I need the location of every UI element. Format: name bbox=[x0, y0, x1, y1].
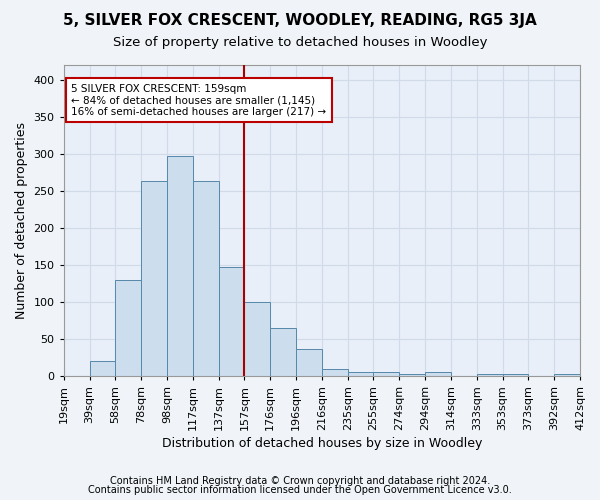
Bar bbox=[270, 328, 296, 376]
Bar bbox=[193, 181, 218, 376]
Bar bbox=[141, 181, 167, 376]
Bar bbox=[503, 374, 529, 376]
Y-axis label: Number of detached properties: Number of detached properties bbox=[15, 122, 28, 319]
Text: 5 SILVER FOX CRESCENT: 159sqm
← 84% of detached houses are smaller (1,145)
16% o: 5 SILVER FOX CRESCENT: 159sqm ← 84% of d… bbox=[71, 84, 326, 116]
Bar bbox=[554, 374, 580, 376]
Text: Contains HM Land Registry data © Crown copyright and database right 2024.: Contains HM Land Registry data © Crown c… bbox=[110, 476, 490, 486]
X-axis label: Distribution of detached houses by size in Woodley: Distribution of detached houses by size … bbox=[161, 437, 482, 450]
Bar bbox=[425, 372, 451, 376]
Bar bbox=[218, 267, 244, 376]
Bar bbox=[244, 302, 270, 376]
Bar bbox=[399, 374, 425, 376]
Bar bbox=[89, 361, 115, 376]
Bar bbox=[477, 374, 503, 376]
Bar bbox=[115, 280, 141, 376]
Bar bbox=[296, 348, 322, 376]
Text: Contains public sector information licensed under the Open Government Licence v3: Contains public sector information licen… bbox=[88, 485, 512, 495]
Text: Size of property relative to detached houses in Woodley: Size of property relative to detached ho… bbox=[113, 36, 487, 49]
Bar bbox=[167, 156, 193, 376]
Text: 5, SILVER FOX CRESCENT, WOODLEY, READING, RG5 3JA: 5, SILVER FOX CRESCENT, WOODLEY, READING… bbox=[63, 12, 537, 28]
Bar bbox=[373, 372, 399, 376]
Bar bbox=[347, 372, 373, 376]
Bar bbox=[322, 368, 347, 376]
